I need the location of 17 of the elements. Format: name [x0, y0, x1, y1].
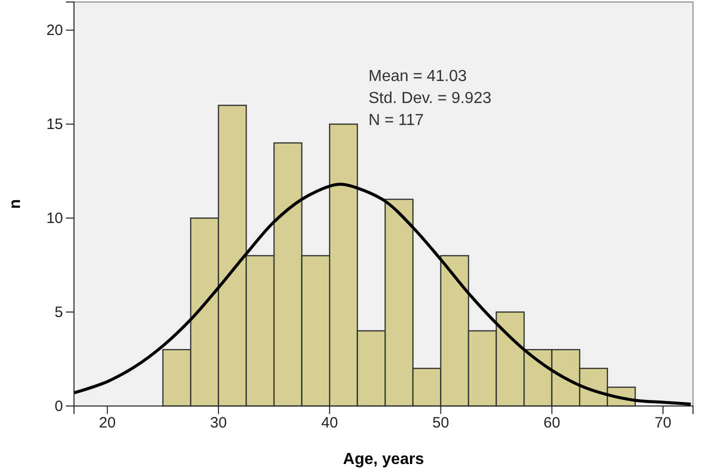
- annotation: Std. Dev. = 9.923: [368, 90, 492, 107]
- y-tick-label: 10: [46, 210, 63, 227]
- y-tick-label: 5: [54, 304, 63, 321]
- y-axis-title: n: [7, 199, 24, 209]
- x-tick-label: 60: [544, 414, 560, 432]
- x-tick-label: 20: [98, 414, 116, 432]
- y-tick-label: 0: [54, 398, 63, 415]
- x-tick-label: 40: [321, 414, 338, 432]
- annotation: Mean = 41.03: [368, 68, 467, 85]
- x-tick-label: 50: [432, 414, 450, 432]
- annotation: N = 117: [368, 112, 424, 129]
- y-tick-label: 20: [46, 22, 63, 39]
- x-axis-title: Age, years: [343, 451, 424, 468]
- line-series: [72, 182, 692, 406]
- x-tick-label: 70: [654, 414, 672, 432]
- y-tick-label: 15: [46, 116, 63, 133]
- x-tick-label: 30: [210, 414, 227, 432]
